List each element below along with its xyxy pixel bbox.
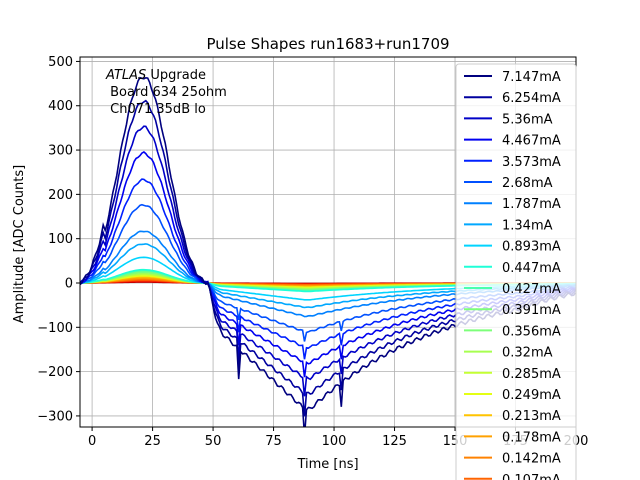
y-axis-label: Amplitude [ADC Counts] bbox=[12, 165, 27, 323]
x-tick-label: 0 bbox=[88, 434, 96, 449]
legend-label: 0.427mA bbox=[502, 282, 561, 297]
legend-label: 0.285mA bbox=[502, 367, 561, 382]
legend: 7.147mA 6.254mA 5.36mA 4.467mA 3.573mA 2.68mA… bbox=[455, 63, 577, 480]
legend-label: 2.68mA bbox=[502, 176, 553, 191]
legend-label: 6.254mA bbox=[502, 91, 561, 106]
annotation-board: Board 634 25ohm bbox=[106, 85, 227, 100]
y-tick-label: 400 bbox=[48, 99, 73, 114]
x-tick-label: 50 bbox=[205, 434, 222, 449]
x-tick-label: 25 bbox=[144, 434, 161, 449]
legend-label: 0.391mA bbox=[502, 303, 561, 318]
legend-label: 0.142mA bbox=[502, 452, 561, 467]
annotation-upgrade: Upgrade bbox=[146, 68, 206, 83]
legend-label: 0.356mA bbox=[502, 324, 561, 339]
legend-label: 0.178mA bbox=[502, 430, 561, 445]
chart-title: Pulse Shapes run1683+run1709 bbox=[206, 35, 449, 53]
legend-label: 0.213mA bbox=[502, 409, 561, 424]
legend-label: 5.36mA bbox=[502, 112, 553, 127]
legend-label: 1.787mA bbox=[502, 197, 561, 212]
legend-label: 7.147mA bbox=[502, 70, 561, 85]
y-tick-label: 500 bbox=[48, 55, 73, 70]
legend-label: 0.893mA bbox=[502, 240, 561, 255]
legend-label: 0.249mA bbox=[502, 388, 561, 403]
legend-label: 3.573mA bbox=[502, 155, 561, 170]
legend-label: 1.34mA bbox=[502, 218, 553, 233]
annotation-channel: Ch071 35dB lo bbox=[106, 102, 206, 117]
legend-label: 0.447mA bbox=[502, 261, 561, 276]
y-tick-label: 300 bbox=[48, 144, 73, 159]
y-tick-label: −100 bbox=[37, 321, 73, 336]
x-tick-label: 75 bbox=[265, 434, 282, 449]
legend-box bbox=[455, 63, 577, 480]
y-tick-label: −200 bbox=[37, 365, 73, 380]
atlas-annotation: ATLAS Upgrade Board 634 25ohm Ch071 35dB… bbox=[105, 68, 227, 117]
y-tick-label: 200 bbox=[48, 188, 73, 203]
axis-ticks: 0255075100125150175200−300−200−100010020… bbox=[37, 55, 588, 449]
annotation-atlas: ATLAS bbox=[105, 68, 146, 83]
legend-label: 0.107mA bbox=[502, 473, 561, 480]
legend-label: 0.32mA bbox=[502, 346, 553, 361]
svg-text:ATLAS Upgrade: ATLAS Upgrade bbox=[105, 68, 206, 83]
x-tick-label: 125 bbox=[382, 434, 407, 449]
legend-label: 4.467mA bbox=[502, 134, 561, 149]
y-tick-label: 100 bbox=[48, 232, 73, 247]
x-axis-label: Time [ns] bbox=[296, 457, 358, 472]
x-tick-label: 100 bbox=[322, 434, 347, 449]
y-tick-label: 0 bbox=[65, 276, 73, 291]
y-tick-label: −300 bbox=[37, 409, 73, 424]
